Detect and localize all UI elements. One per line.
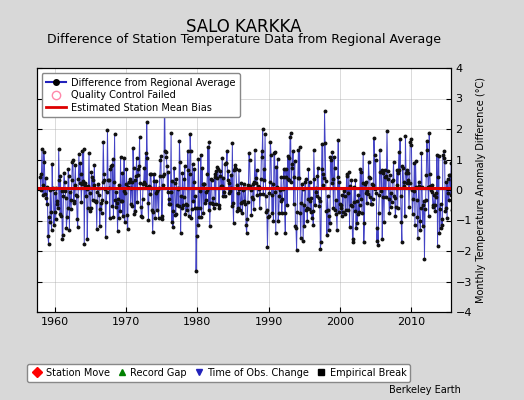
Y-axis label: Monthly Temperature Anomaly Difference (°C): Monthly Temperature Anomaly Difference (… xyxy=(476,77,486,303)
Text: Berkeley Earth: Berkeley Earth xyxy=(389,385,461,395)
Text: SALO KARKKA: SALO KARKKA xyxy=(186,18,301,36)
Title: Difference of Station Temperature Data from Regional Average: Difference of Station Temperature Data f… xyxy=(47,33,441,46)
Legend: Station Move, Record Gap, Time of Obs. Change, Empirical Break: Station Move, Record Gap, Time of Obs. C… xyxy=(27,364,410,382)
